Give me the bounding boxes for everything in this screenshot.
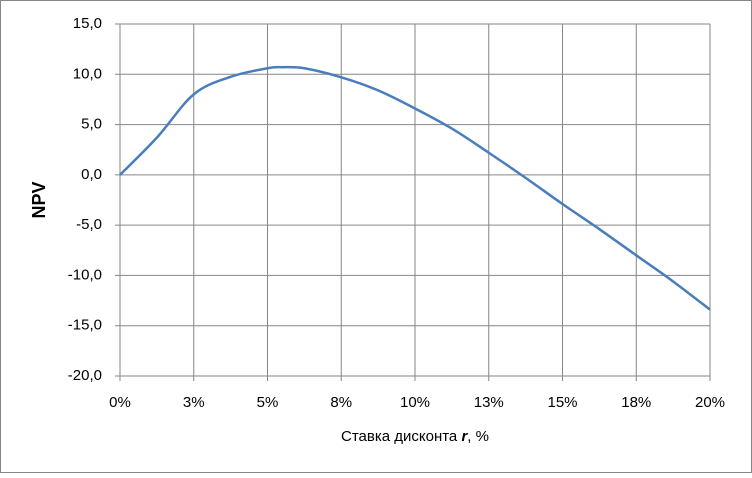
x-tick-label: 5%: [257, 394, 279, 411]
y-axis-title: NPV: [29, 181, 49, 218]
x-tick-label: 0%: [109, 394, 131, 411]
y-tick-label: -20,0: [68, 367, 102, 384]
y-tick-label: 15,0: [73, 15, 102, 32]
x-axis-title: Ставка дисконта r, %: [341, 428, 489, 445]
y-tick-label: 0,0: [81, 166, 102, 183]
y-tick-label: -5,0: [76, 216, 102, 233]
x-tick-label: 20%: [695, 394, 725, 411]
y-tick-label: -15,0: [68, 317, 102, 334]
x-tick-label: 10%: [400, 394, 430, 411]
x-tick-label: 8%: [330, 394, 352, 411]
y-tick-label: -10,0: [68, 266, 102, 283]
line-series: [119, 65, 711, 311]
x-axis-title-part: r: [461, 428, 468, 445]
x-axis-title-part: , %: [467, 428, 489, 445]
x-tick-label: 3%: [183, 394, 205, 411]
y-tick-label: 5,0: [81, 116, 102, 133]
x-tick-label: 18%: [621, 394, 651, 411]
y-tick-label: 10,0: [73, 65, 102, 82]
x-tick-label: 13%: [474, 394, 504, 411]
x-axis-title-part: Ставка дисконта: [341, 428, 461, 445]
x-tick-label: 15%: [547, 394, 577, 411]
